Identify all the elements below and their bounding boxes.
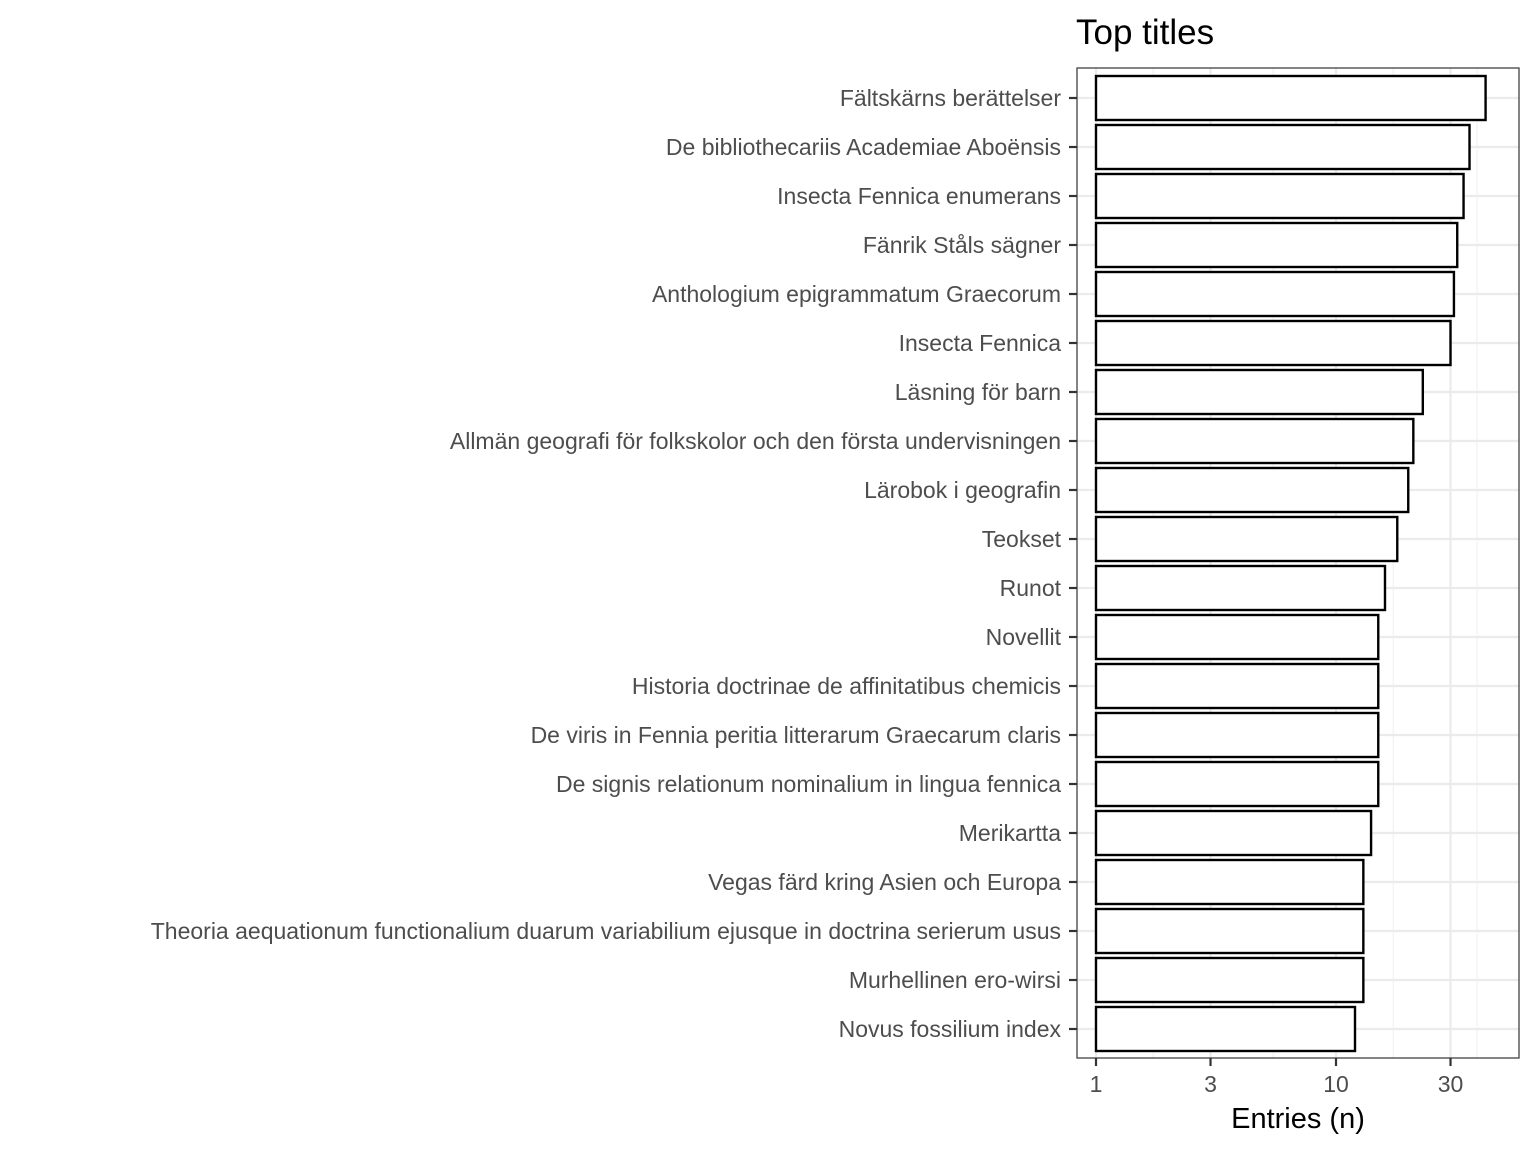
y-tick-label: Murhellinen ero-wirsi — [849, 967, 1061, 993]
y-tick-label: Merikartta — [959, 820, 1061, 846]
y-tick-label: Fältskärns berättelser — [840, 85, 1061, 111]
y-axis: Fältskärns berättelser De bibliothecariis… — [151, 85, 1077, 1042]
bar — [1094, 74, 1487, 122]
y-tick-label: Insecta Fennica — [899, 330, 1062, 356]
y-tick-label: Lärobok i geografin — [864, 477, 1061, 503]
y-tick-label: Novus fossilium index — [839, 1016, 1062, 1042]
x-tick-label: 30 — [1438, 1071, 1464, 1097]
bar — [1094, 711, 1380, 759]
bar — [1094, 809, 1373, 857]
y-tick-label: Läsning för barn — [895, 379, 1061, 405]
bar — [1094, 907, 1365, 955]
y-tick-label: Runot — [1000, 575, 1062, 601]
y-tick-label: Fänrik Ståls sägner — [863, 232, 1061, 258]
y-tick-label: Teokset — [982, 526, 1062, 552]
bar — [1094, 858, 1365, 906]
x-tick-label: 10 — [1323, 1071, 1349, 1097]
plot-panel-border — [1076, 67, 1520, 1059]
x-axis: 1 3 10 30 — [1090, 1058, 1464, 1097]
bar — [1094, 515, 1399, 563]
chart-title: Top titles — [1076, 13, 1214, 52]
x-tick-label: 3 — [1204, 1071, 1217, 1097]
y-tick-label: De viris in Fennia peritia litterarum Gr… — [531, 722, 1061, 748]
x-axis-title: Entries (n) — [1231, 1103, 1365, 1135]
y-tick-label: Theoria aequationum functionalium duarum… — [151, 918, 1061, 944]
bar — [1094, 123, 1471, 171]
bar — [1094, 221, 1459, 269]
bar — [1094, 319, 1452, 367]
y-tick-label: De bibliothecariis Academiae Aboënsis — [666, 134, 1061, 160]
bar — [1094, 564, 1387, 612]
bars — [1094, 74, 1487, 1053]
bar — [1094, 466, 1410, 514]
bar — [1094, 1005, 1357, 1053]
y-tick-label: Vegas färd kring Asien och Europa — [708, 869, 1061, 895]
bar — [1094, 662, 1380, 710]
bar — [1094, 417, 1415, 465]
bar — [1094, 760, 1380, 808]
bar — [1094, 172, 1465, 220]
y-tick-label: Allmän geografi för folkskolor och den f… — [450, 428, 1061, 454]
y-tick-label: Novellit — [986, 624, 1062, 650]
bar — [1094, 368, 1425, 416]
y-tick-label: De signis relationum nominalium in lingu… — [556, 771, 1061, 797]
x-tick-label: 1 — [1090, 1071, 1103, 1097]
y-tick-label: Historia doctrinae de affinitatibus chem… — [632, 673, 1061, 699]
bar — [1094, 613, 1380, 661]
bar — [1094, 270, 1456, 318]
bar — [1094, 956, 1365, 1004]
y-tick-label: Insecta Fennica enumerans — [777, 183, 1061, 209]
y-tick-label: Anthologium epigrammatum Graecorum — [652, 281, 1061, 307]
